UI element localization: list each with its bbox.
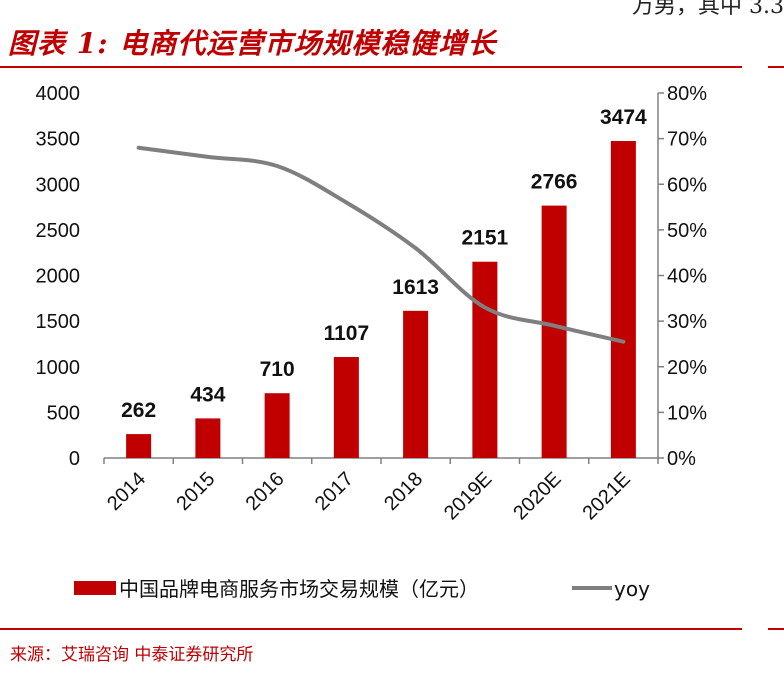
data-label: 3474 xyxy=(600,106,647,129)
y2-tick-label: 20% xyxy=(667,357,707,379)
corner-text: 万男，其中 3.3 xyxy=(632,0,784,19)
bar xyxy=(541,205,567,458)
y-tick-label: 1500 xyxy=(36,311,81,333)
x-tick-label: 2018 xyxy=(380,468,427,515)
legend-swatch-bar xyxy=(74,581,116,595)
footer-divider xyxy=(0,628,742,630)
y-tick-label: 500 xyxy=(47,402,80,424)
data-label: 710 xyxy=(260,358,295,381)
yoy-line xyxy=(136,145,626,344)
bar xyxy=(126,434,152,458)
data-label: 1107 xyxy=(324,322,370,345)
x-tick-label: 2019E xyxy=(440,468,496,524)
data-label: 434 xyxy=(190,383,225,406)
bar xyxy=(610,140,636,458)
y2-tick-label: 10% xyxy=(667,402,707,424)
x-tick-label: 2017 xyxy=(311,468,358,515)
data-label: 1613 xyxy=(392,276,439,299)
y-tick-label: 0 xyxy=(69,448,80,470)
y2-tick-label: 60% xyxy=(667,174,707,196)
title-divider-right xyxy=(768,66,784,68)
y-tick-label: 4000 xyxy=(36,83,81,105)
y2-tick-label: 50% xyxy=(667,220,707,242)
bar xyxy=(195,418,221,458)
x-tick-label: 2020E xyxy=(509,468,565,524)
y2-tick-label: 70% xyxy=(667,129,707,151)
bar xyxy=(264,393,290,458)
y2-tick-label: 40% xyxy=(667,266,707,288)
legend-label-line: yoy xyxy=(614,577,650,601)
data-label: 2766 xyxy=(531,171,578,194)
x-tick-label: 2021E xyxy=(578,468,634,524)
y-tick-label: 3500 xyxy=(36,129,81,151)
source-note: 来源：艾瑞咨询 中泰证券研究所 xyxy=(10,645,254,665)
y2-tick-label: 0% xyxy=(667,448,696,470)
y2-tick-label: 30% xyxy=(667,311,707,333)
data-label: 262 xyxy=(121,399,156,422)
x-tick-label: 2015 xyxy=(172,468,219,515)
data-label: 2151 xyxy=(462,227,509,250)
bar xyxy=(333,356,359,458)
title-divider xyxy=(0,66,742,68)
y2-tick-label: 80% xyxy=(667,83,707,105)
x-tick-label: 2016 xyxy=(242,468,289,515)
y-tick-label: 3000 xyxy=(36,174,81,196)
figure-title: 图表 1: 电商代运营市场规模稳健增长 xyxy=(8,27,497,60)
y-tick-label: 1000 xyxy=(36,357,81,379)
x-tick-label: 2014 xyxy=(103,468,150,515)
y-tick-label: 2500 xyxy=(36,220,81,242)
y-tick-label: 2000 xyxy=(36,266,81,288)
bar xyxy=(472,261,498,458)
bar xyxy=(403,310,429,458)
footer-divider-right xyxy=(768,628,784,630)
legend-label-bar: 中国品牌电商服务市场交易规模（亿元） xyxy=(119,577,479,601)
